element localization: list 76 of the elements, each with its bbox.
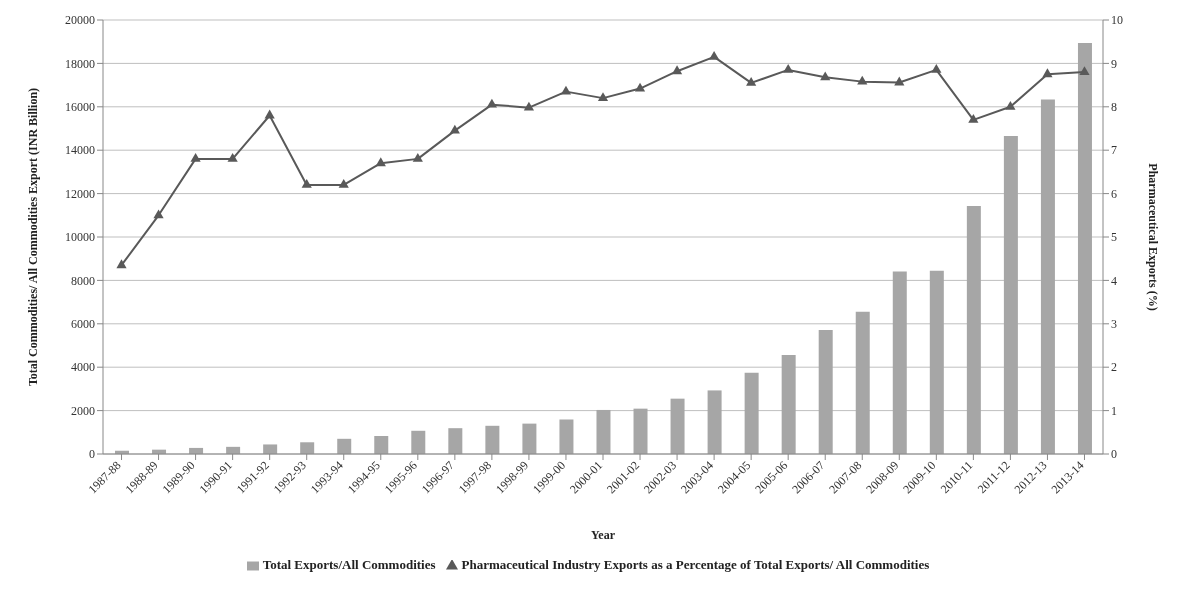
legend-label: Pharmaceutical Industry Exports as a Percentage of Total Exports/ All Commodities [461,557,930,572]
y2-tick-label: 1 [1111,403,1117,418]
point [412,152,423,162]
bar [337,438,352,454]
y-tick-label: 16000 [65,100,95,115]
point [116,259,127,269]
bar [781,355,796,454]
y2-axis-title: Pharmaceutical Exports (%) [1145,163,1160,311]
point [894,76,905,86]
bar [1003,135,1018,454]
point [449,124,460,134]
bar [744,372,759,454]
point [1042,68,1053,78]
bar [374,435,389,454]
point [746,77,757,86]
y2-tick-label: 7 [1111,143,1117,158]
bar [522,423,537,454]
y2-tick-label: 5 [1111,230,1117,245]
point [1079,66,1090,76]
bar [1040,99,1055,454]
point [671,65,683,75]
point [931,64,942,73]
bar [707,390,722,454]
point [375,157,386,167]
bar [633,408,648,454]
bar [855,311,870,454]
y2-tick-label: 0 [1111,447,1117,462]
y-tick-label: 10000 [65,230,95,245]
x-axis-title: Year [591,528,616,542]
y2-tick-label: 4 [1111,273,1117,288]
y2-tick-label: 10 [1111,13,1123,28]
y-tick-label: 8000 [71,273,95,288]
bar [892,271,907,454]
y-tick-label: 2000 [71,403,95,418]
point [820,71,831,81]
point [486,98,497,108]
point [634,82,646,92]
y-axis-title: Total Commodities/ All Commodities Export (INR Billion) [26,87,41,387]
bar [818,329,833,454]
bar [966,205,981,454]
point [709,51,720,60]
y-tick-label: 4000 [71,360,95,375]
bar [448,428,463,454]
y2-tick-label: 9 [1111,56,1117,71]
y-tick-label: 0 [89,447,95,462]
point [190,152,201,162]
point [301,179,312,188]
bar [485,425,500,454]
bar [300,442,315,454]
y2-tick-label: 6 [1111,186,1117,201]
y2-tick-label: 2 [1111,360,1117,375]
bar [929,270,944,454]
point [338,179,349,188]
point [597,92,609,102]
bar [1077,43,1092,454]
y-tick-label: 12000 [65,186,95,201]
point [783,64,794,73]
legend-label: Total Exports/All Commodities [262,557,436,572]
bar [670,398,685,454]
bar [559,419,574,454]
y-tick-label: 20000 [65,13,95,28]
point [153,209,164,219]
point [968,113,979,123]
point [227,152,238,162]
y2-tick-label: 8 [1111,100,1117,115]
point [560,85,572,95]
point [857,75,868,85]
bar [596,409,611,454]
y-tick-label: 6000 [71,317,95,332]
point [523,101,535,111]
bar [411,430,426,454]
y-tick-label: 14000 [65,143,95,158]
y-tick-label: 18000 [65,56,95,71]
y2-tick-label: 3 [1111,317,1117,332]
bar [263,444,278,454]
point [1005,100,1016,110]
